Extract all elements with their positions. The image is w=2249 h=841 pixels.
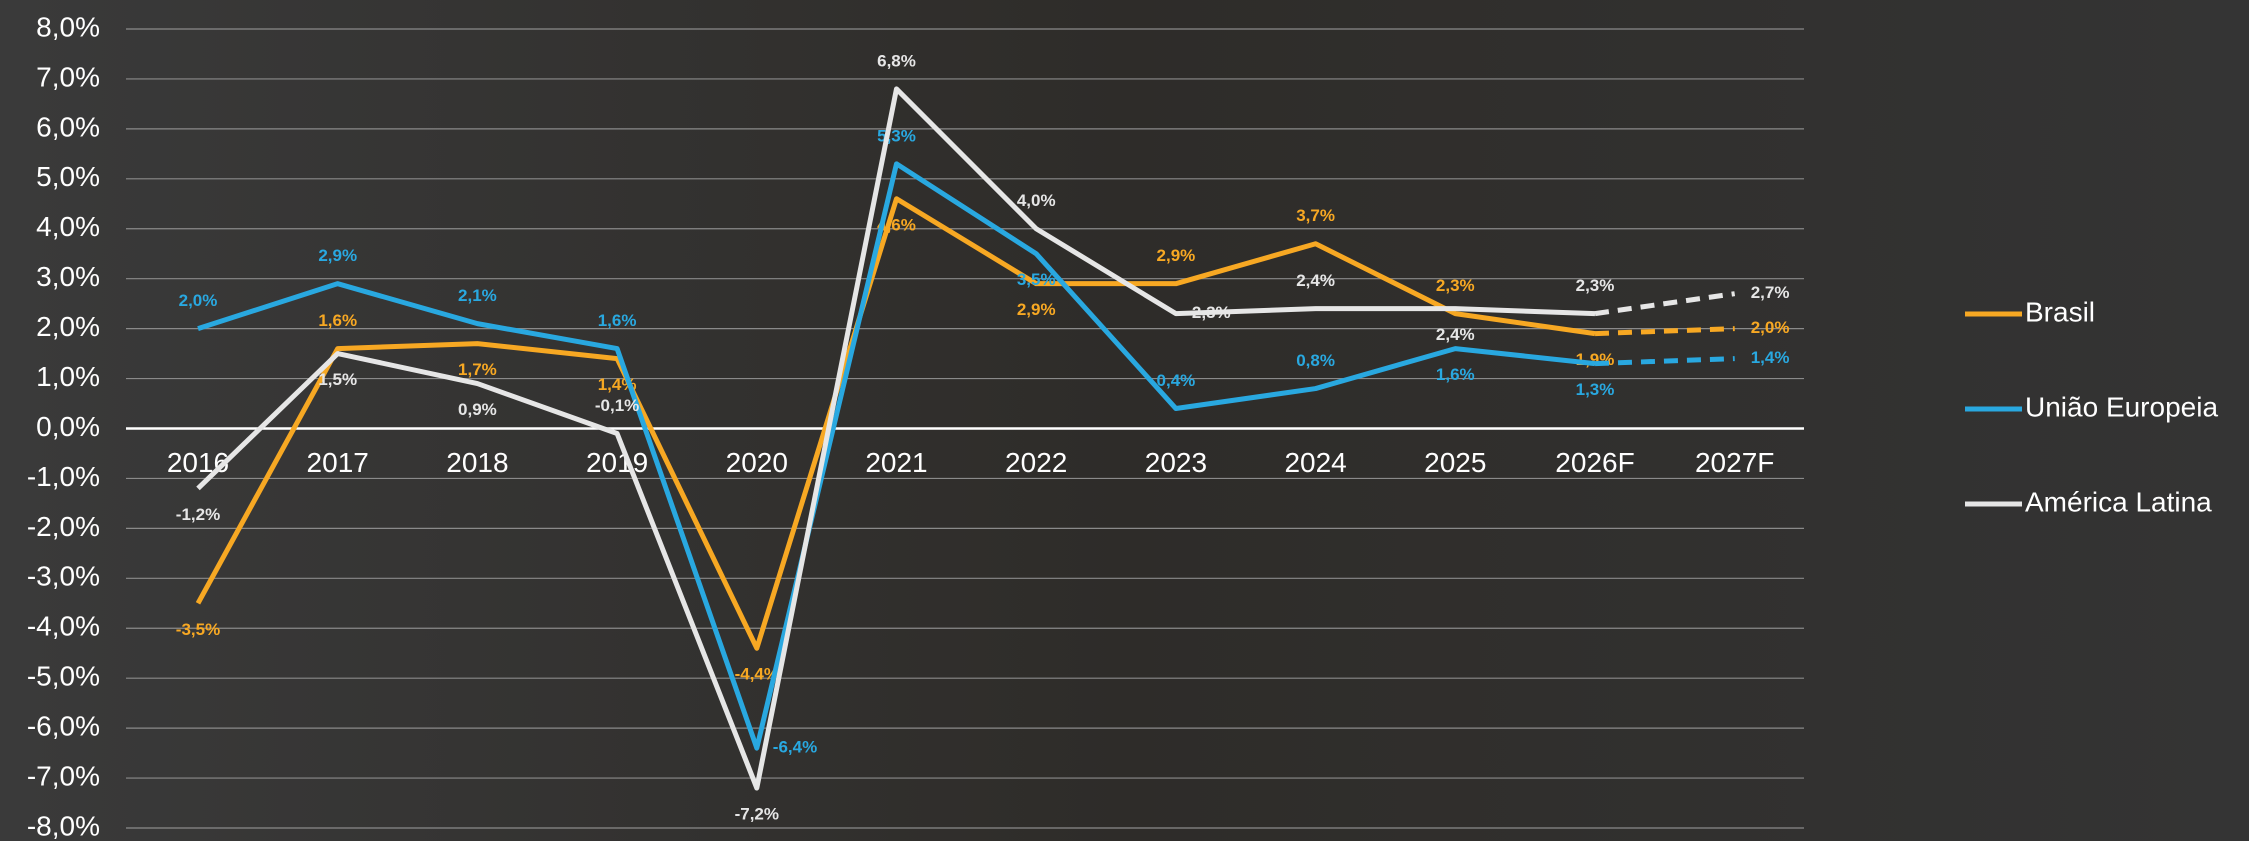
- data-label: 1,6%: [318, 311, 357, 330]
- data-label: 1,9%: [1576, 350, 1615, 369]
- y-tick-label: 8,0%: [36, 11, 100, 42]
- y-tick-label: 7,0%: [36, 61, 100, 92]
- data-label: 2,9%: [1017, 300, 1056, 319]
- x-tick-label: 2019: [586, 447, 648, 478]
- y-tick-label: -4,0%: [27, 611, 100, 642]
- y-tick-label: 2,0%: [36, 311, 100, 342]
- y-tick-label: 3,0%: [36, 261, 100, 292]
- data-label: 0,9%: [458, 400, 497, 419]
- data-label: 1,6%: [598, 311, 637, 330]
- chart: -8,0% -7,0% -6,0% -5,0% -4,0% -3,0% -2,0% -1,0%…: [0, 0, 2249, 841]
- data-label: 0,8%: [1296, 351, 1335, 370]
- data-label: 4,0%: [1017, 191, 1056, 210]
- data-label: -0,1%: [595, 396, 639, 415]
- y-tick-label: 1,0%: [36, 361, 100, 392]
- data-label: 5,3%: [877, 126, 916, 145]
- y-tick-label: -6,0%: [27, 711, 100, 742]
- data-label: 2,9%: [318, 246, 357, 265]
- y-tick-label: -3,0%: [27, 561, 100, 592]
- x-tick-label: 2024: [1284, 447, 1346, 478]
- data-label: 6,8%: [877, 51, 916, 70]
- data-label: 2,1%: [458, 286, 497, 305]
- data-label: -1,2%: [176, 505, 220, 524]
- x-tick-label: 2023: [1145, 447, 1207, 478]
- data-label: 2,0%: [179, 291, 218, 310]
- y-tick-label: 0,0%: [36, 411, 100, 442]
- y-tick-label: -5,0%: [27, 661, 100, 692]
- x-tick-label: 2016: [167, 447, 229, 478]
- data-label: 2,3%: [1192, 303, 1231, 322]
- x-tick-label: 2025: [1424, 447, 1486, 478]
- data-label: -6,4%: [773, 738, 817, 757]
- legend-label: Brasil: [2025, 296, 2095, 327]
- data-label: 1,4%: [1751, 348, 1790, 367]
- x-tick-label: 2021: [865, 447, 927, 478]
- data-label: 2,0%: [1751, 318, 1790, 337]
- data-label: 2,3%: [1436, 276, 1475, 295]
- x-tick-label: 2017: [307, 447, 369, 478]
- y-tick-label: 6,0%: [36, 111, 100, 142]
- x-tick-label: 2022: [1005, 447, 1067, 478]
- data-label: 3,7%: [1296, 206, 1335, 225]
- background: [0, 0, 2249, 841]
- y-tick-label: -7,0%: [27, 760, 100, 791]
- data-label: 2,4%: [1436, 325, 1475, 344]
- x-tick-label: 2020: [726, 447, 788, 478]
- page: -8,0% -7,0% -6,0% -5,0% -4,0% -3,0% -2,0% -1,0%…: [0, 0, 2249, 841]
- data-label: 1,3%: [1576, 380, 1615, 399]
- y-tick-label: -1,0%: [27, 461, 100, 492]
- legend-label: América Latina: [2025, 486, 2212, 517]
- y-tick-label: -2,0%: [27, 511, 100, 542]
- data-label: 1,5%: [318, 370, 357, 389]
- data-label: 2,3%: [1576, 276, 1615, 295]
- data-label: 1,6%: [1436, 365, 1475, 384]
- x-tick-label: 2018: [446, 447, 508, 478]
- data-label: 0,4%: [1157, 371, 1196, 390]
- y-tick-label: 5,0%: [36, 161, 100, 192]
- y-tick-label: -8,0%: [27, 810, 100, 841]
- x-tick-label: 2027F: [1695, 447, 1774, 478]
- data-label: 3,5%: [1017, 270, 1056, 289]
- legend-label: União Europeia: [2025, 391, 2218, 422]
- data-label: 2,9%: [1157, 246, 1196, 265]
- data-label: -3,5%: [176, 620, 220, 639]
- x-tick-label: 2026F: [1555, 447, 1634, 478]
- y-tick-label: 4,0%: [36, 211, 100, 242]
- data-label: 1,7%: [458, 360, 497, 379]
- data-label: -7,2%: [735, 805, 779, 824]
- data-label: 2,4%: [1296, 271, 1335, 290]
- data-label: 2,7%: [1751, 283, 1790, 302]
